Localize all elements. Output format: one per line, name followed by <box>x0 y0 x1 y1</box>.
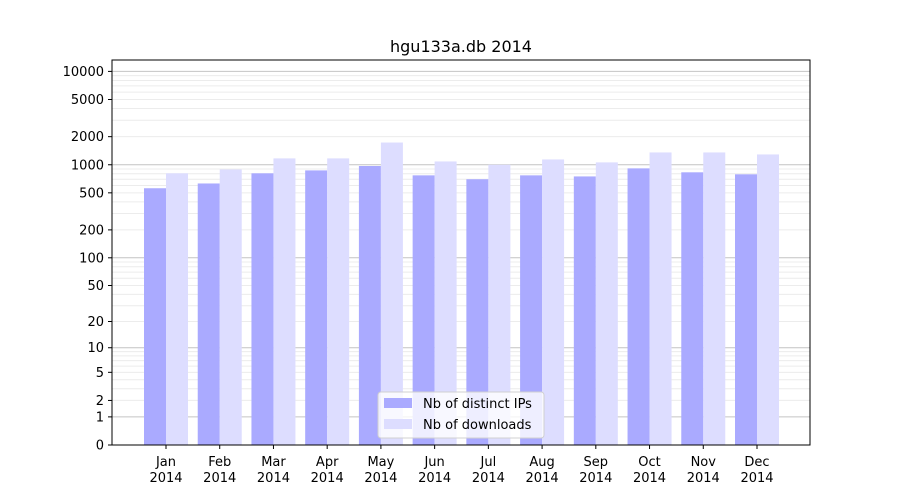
bar-downloads <box>488 164 511 445</box>
x-tick-label: 2014 <box>257 471 290 486</box>
bar-distinct-ips <box>412 175 435 445</box>
x-tick-label: 2014 <box>364 471 397 486</box>
x-tick-label: 2014 <box>526 471 559 486</box>
bar-downloads <box>595 162 618 445</box>
x-tick-label: 2014 <box>740 471 773 486</box>
bar-distinct-ips <box>466 179 489 445</box>
x-axis: Jan2014Feb2014Mar2014Apr2014May2014Jun20… <box>149 445 774 486</box>
x-tick-label: Jul <box>480 455 497 470</box>
bar-downloads <box>380 142 403 445</box>
bar-distinct-ips <box>520 175 543 445</box>
bar-distinct-ips <box>144 188 166 445</box>
bar-downloads <box>327 158 350 445</box>
bar-distinct-ips <box>627 168 650 446</box>
bar-downloads <box>703 152 726 445</box>
x-tick-label: 2014 <box>203 471 236 486</box>
x-tick-label: Feb <box>208 455 231 470</box>
x-tick-label: Mar <box>261 455 286 470</box>
bars <box>144 142 779 446</box>
y-tick-label: 5000 <box>71 93 104 108</box>
x-tick-label: 2014 <box>579 471 612 486</box>
y-tick-label: 2000 <box>71 130 104 145</box>
chart-title: hgu133a.db 2014 <box>390 37 532 56</box>
y-tick-label: 500 <box>79 186 104 201</box>
x-tick-label: 2014 <box>687 471 720 486</box>
y-tick-label: 100 <box>79 251 104 266</box>
y-tick-label: 200 <box>79 223 104 238</box>
y-tick-label: 2 <box>96 394 104 409</box>
legend-label: Nb of downloads <box>423 418 532 433</box>
y-tick-label: 10 <box>87 341 104 356</box>
x-tick-label: Oct <box>638 455 660 470</box>
y-tick-label: 1000 <box>71 158 104 173</box>
bar-downloads <box>166 173 188 445</box>
legend-swatch <box>384 398 412 408</box>
bar-distinct-ips <box>251 173 274 445</box>
y-tick-label: 50 <box>87 279 104 294</box>
bar-downloads <box>434 161 457 445</box>
bar-downloads <box>757 154 779 445</box>
bar-downloads <box>273 158 296 445</box>
legend-label: Nb of distinct IPs <box>423 397 532 412</box>
y-tick-label: 1 <box>96 410 104 425</box>
bar-distinct-ips <box>358 165 381 446</box>
x-tick-label: Nov <box>691 455 717 470</box>
x-tick-label: Apr <box>316 455 339 470</box>
x-tick-label: 2014 <box>472 471 505 486</box>
bar-distinct-ips <box>197 183 220 445</box>
x-tick-label: May <box>367 455 394 470</box>
x-tick-label: 2014 <box>311 471 344 486</box>
x-tick-label: 2014 <box>418 471 451 486</box>
x-tick-label: Aug <box>529 455 554 470</box>
bar-distinct-ips <box>735 174 757 446</box>
x-tick-label: Jan <box>155 455 176 470</box>
bar-downloads <box>542 159 565 445</box>
x-tick-label: Sep <box>584 455 609 470</box>
plot-frame <box>111 59 811 446</box>
y-tick-label: 0 <box>96 439 104 454</box>
bar-distinct-ips <box>305 170 328 446</box>
y-tick-label: 10000 <box>63 65 104 80</box>
x-tick-label: Dec <box>744 455 769 470</box>
bar-downloads <box>649 152 672 445</box>
legend-box <box>377 391 545 439</box>
x-tick-label: 2014 <box>149 471 182 486</box>
x-tick-label: 2014 <box>633 471 666 486</box>
legend-swatch <box>384 419 412 429</box>
bar-distinct-ips <box>573 176 596 446</box>
bar-downloads <box>219 169 242 445</box>
y-axis: 0 12 5 10 20 50 100 200 500 1000 2000 5000 10000 <box>63 65 112 454</box>
bar-distinct-ips <box>681 172 704 445</box>
legend: Nb of distinct IPs Nb of downloads <box>377 391 545 439</box>
x-tick-label: Jun <box>423 455 444 470</box>
y-tick-label: 20 <box>87 315 104 330</box>
y-tick-label: 5 <box>96 366 104 381</box>
